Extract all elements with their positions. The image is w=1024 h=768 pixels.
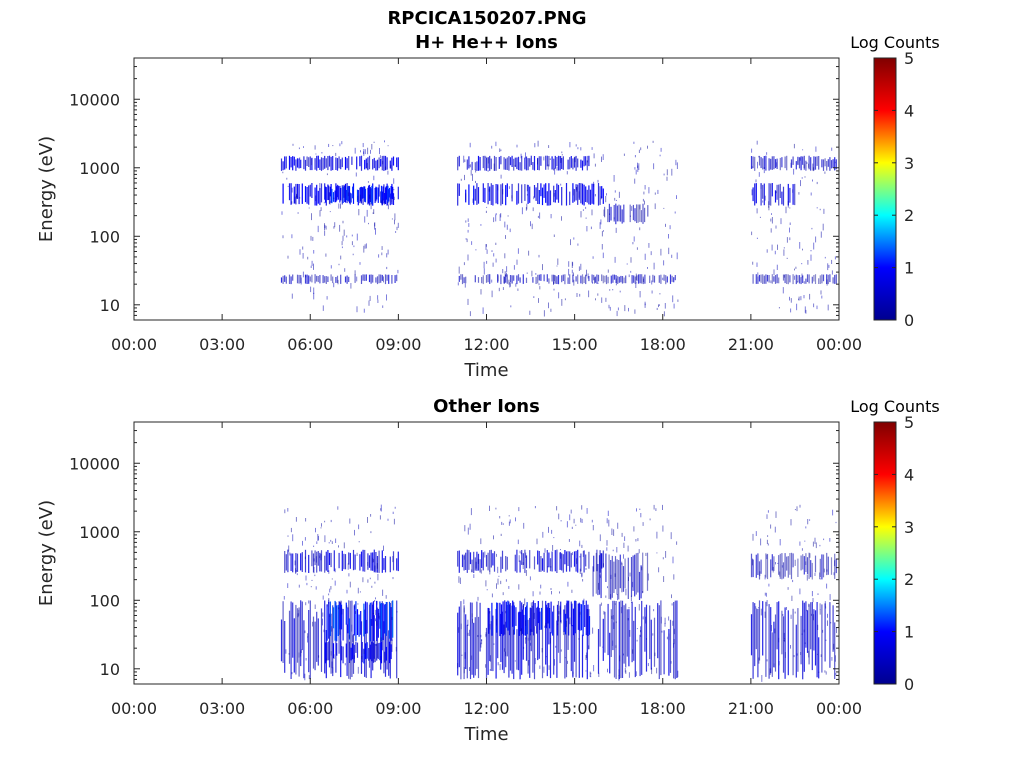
noise-points [281, 140, 836, 317]
y-tick-label: 100 [89, 591, 120, 610]
x-tick-label: 15:00 [552, 335, 598, 354]
x-tick-label: 12:00 [463, 699, 509, 718]
x-axis-label: Time [463, 360, 508, 381]
energy-band [280, 274, 398, 285]
panel-2: Other Ions 00:00 03:00 06:00 09:00 12:00 15:00… [36, 396, 940, 745]
energy-band [752, 274, 837, 285]
y-tick-label: 100 [89, 227, 120, 246]
colorbar-tick-label: 2 [904, 206, 914, 225]
panels: H+ He++ Ions 00:00 03:00 06:00 09:00 12:00 15:… [36, 32, 940, 745]
x-axis: 00:00 03:00 06:00 09:00 12:00 15:00 18:00 21:00… [111, 58, 862, 354]
y-tick-label: 1000 [79, 523, 120, 542]
energy-band [750, 552, 837, 580]
x-tick-label: 00:00 [816, 335, 862, 354]
x-tick-label: 21:00 [728, 699, 774, 718]
colorbar-tick-label: 2 [904, 570, 914, 589]
energy-band [326, 600, 394, 642]
energy-band [750, 155, 837, 171]
y-axis: 10 100 1000 10000 [69, 421, 839, 685]
colorbar-gradient [873, 421, 897, 685]
colorbar-tick-label: 4 [904, 465, 914, 484]
colorbar-gradient [873, 57, 897, 321]
colorbar-tick-label: 0 [904, 675, 914, 694]
panel-title: Other Ions [433, 396, 540, 417]
panel-title: H+ He++ Ions [415, 32, 558, 53]
colorbar-label: Log Counts [850, 33, 940, 52]
x-axis-label: Time [463, 724, 508, 745]
x-tick-label: 09:00 [375, 699, 421, 718]
colorbar-tick-label: 1 [904, 623, 914, 642]
energy-band [457, 549, 604, 573]
x-tick-label: 12:00 [463, 335, 509, 354]
y-axis: 10 100 1000 10000 [69, 57, 839, 321]
colorbar-tick-label: 1 [904, 259, 914, 278]
y-tick-label: 10 [100, 660, 120, 679]
energy-band [752, 183, 796, 206]
x-tick-label: 00:00 [111, 699, 157, 718]
x-tick-label: 18:00 [640, 699, 686, 718]
x-tick-label: 00:00 [111, 335, 157, 354]
energy-band [604, 203, 649, 225]
energy-band [458, 274, 676, 285]
x-tick-label: 06:00 [287, 335, 333, 354]
noise-points [283, 504, 837, 682]
x-tick-label: 03:00 [199, 335, 245, 354]
y-axis-label: Energy (eV) [36, 500, 57, 606]
figure-title: RPCICA150207.PNG [387, 8, 586, 29]
colorbar-tick-label: 4 [904, 101, 914, 120]
colorbar: Log Counts 0 1 2 3 4 5 [850, 397, 940, 694]
colorbar-tick-label: 5 [904, 49, 914, 68]
energy-band [324, 641, 392, 664]
energy-band [457, 183, 604, 206]
colorbar-label: Log Counts [850, 397, 940, 416]
spectrogram-data [280, 140, 837, 317]
energy-band [280, 155, 399, 171]
y-tick-label: 1000 [79, 159, 120, 178]
energy-band [750, 600, 836, 680]
energy-band [280, 600, 398, 680]
x-tick-label: 18:00 [640, 335, 686, 354]
energy-band [324, 185, 394, 204]
energy-band [592, 552, 649, 600]
colorbar-tick-label: 0 [904, 311, 914, 330]
x-tick-label: 06:00 [287, 699, 333, 718]
x-tick-label: 21:00 [728, 335, 774, 354]
panel-1: H+ He++ Ions 00:00 03:00 06:00 09:00 12:00 15:… [36, 32, 940, 381]
energy-band [284, 549, 399, 573]
colorbar: Log Counts 0 1 2 3 4 5 [850, 33, 940, 330]
x-tick-label: 15:00 [552, 699, 598, 718]
colorbar-tick-label: 5 [904, 413, 914, 432]
x-tick-label: 03:00 [199, 699, 245, 718]
spectrogram-data [280, 504, 837, 682]
colorbar-tick-label: 3 [904, 518, 914, 537]
y-axis-label: Energy (eV) [36, 136, 57, 242]
energy-band [457, 155, 590, 171]
y-tick-label: 10 [100, 296, 120, 315]
y-tick-label: 10000 [69, 90, 120, 109]
y-tick-label: 10000 [69, 454, 120, 473]
x-tick-label: 09:00 [375, 335, 421, 354]
x-axis: 00:00 03:00 06:00 09:00 12:00 15:00 18:00 21:00… [111, 422, 862, 718]
x-tick-label: 00:00 [816, 699, 862, 718]
colorbar-tick-label: 3 [904, 154, 914, 173]
